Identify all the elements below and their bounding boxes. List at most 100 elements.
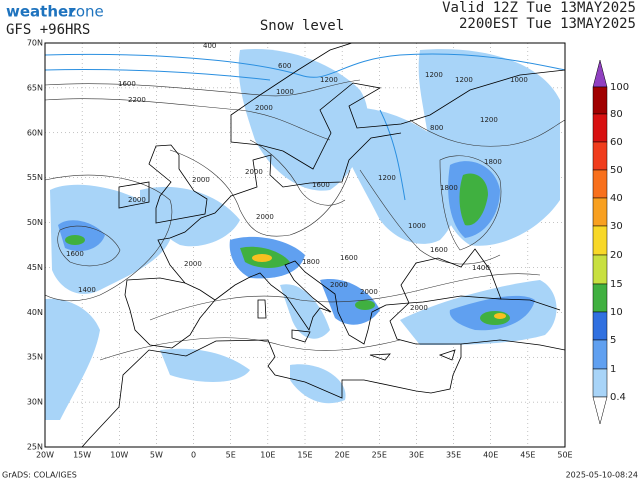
longitude-label: 45E (520, 451, 535, 460)
contour-label: 1800 (302, 258, 320, 266)
latitude-label: 60N (27, 128, 43, 137)
colorbar-swatch (592, 225, 608, 256)
colorbar-swatch (592, 86, 608, 115)
longitude-label: 20E (335, 451, 350, 460)
contour-line (45, 79, 361, 97)
longitude-label: 20W (36, 451, 54, 460)
colorbar-cap (592, 59, 608, 88)
map-frame (44, 42, 566, 448)
longitude-label: 30E (409, 451, 424, 460)
coastline (400, 248, 502, 304)
contour-label: 1200 (480, 116, 498, 124)
contour-line (57, 225, 121, 266)
contour-label: 600 (278, 62, 291, 70)
contour-line (359, 169, 501, 265)
snow-area (320, 279, 380, 325)
contour-label: 1600 (312, 181, 330, 189)
contour-label: 2000 (256, 213, 274, 221)
colorbar-label: 15 (610, 279, 623, 290)
logo-weather: weather (6, 3, 76, 21)
contour-line (45, 68, 271, 81)
contour-label: 1200 (320, 76, 338, 84)
contour-label: 1400 (472, 264, 490, 272)
latitude-label: 65N (27, 83, 43, 92)
contour-line (45, 174, 173, 302)
coastline (282, 69, 565, 170)
colorbar-label: 5 (610, 335, 616, 346)
contour-line (45, 53, 565, 78)
colorbar-swatch (592, 169, 608, 199)
longitude-label: 10E (260, 451, 275, 460)
contour-label: 1400 (78, 286, 96, 294)
snow-area (280, 284, 330, 339)
latitude-label: 30N (27, 398, 43, 407)
map-area: 400 600 1200 1200 1200 1000 1600 2200 20… (45, 42, 565, 447)
contour-label: 2000 (255, 104, 273, 112)
latitude-label: 55N (27, 173, 43, 182)
longitude-label: 5W (150, 451, 163, 460)
longitude-label: 10W (110, 451, 128, 460)
longitude-label: 35E (446, 451, 461, 460)
snow-area (252, 254, 272, 262)
contour-label: 1200 (455, 76, 473, 84)
colorbar-label: 100 (610, 82, 629, 93)
contour-label: 1800 (484, 158, 502, 166)
snow-area (494, 313, 506, 319)
latitude-label: 50N (27, 218, 43, 227)
contour-label: 1200 (378, 174, 396, 182)
colorbar-label: 10 (610, 307, 623, 318)
contour-label: 1000 (408, 222, 426, 230)
snow-area (330, 107, 461, 244)
longitude-label: 15W (73, 451, 91, 460)
colorbar-swatch (592, 197, 608, 227)
contour-label: 1000 (510, 76, 528, 84)
colorbar-swatch (592, 368, 608, 398)
colorbar-swatch (592, 254, 608, 285)
contour-label: 1000 (276, 88, 294, 96)
latitude-label: 40N (27, 308, 43, 317)
contour-labels: 400 600 1200 1200 1200 1000 1600 2200 20… (66, 42, 528, 312)
colorbar-label: 40 (610, 193, 623, 204)
snow-area (160, 348, 250, 382)
latitude-label: 35N (27, 353, 43, 362)
longitude-label: 0 (191, 451, 196, 460)
colorbar-labels: 100 80 60 50 40 30 20 15 10 5 1 0.4 (610, 82, 629, 403)
contour-label: 1200 (425, 71, 443, 79)
longitude-label: 5E (226, 451, 236, 460)
snow-area (355, 300, 375, 310)
snow-area (50, 184, 171, 294)
colorbar-label: 50 (610, 165, 623, 176)
contour-label: 2000 (360, 288, 378, 296)
contour-label: 400 (203, 42, 216, 50)
snow-area (65, 235, 85, 245)
contour-line (249, 139, 346, 206)
coastline (230, 43, 354, 152)
longitude-label: 50E (557, 451, 572, 460)
colorbar-label: 30 (610, 221, 623, 232)
contour-label: 1800 (440, 184, 458, 192)
contour-line (45, 98, 331, 141)
contour-label: 2000 (128, 196, 146, 204)
contour-label: 2000 (410, 304, 428, 312)
colorbar-swatch (592, 283, 608, 313)
colorbar-swatch (592, 141, 608, 171)
coastline (157, 132, 402, 284)
model-label: GFS +96HRS (6, 22, 90, 38)
coastline (148, 144, 208, 224)
colorbar-cap (592, 396, 608, 425)
snow-area (45, 298, 100, 420)
contour-label: 1600 (340, 254, 358, 262)
contour-label: 2000 (330, 281, 348, 289)
coastline (257, 299, 456, 361)
colorbar: 100 80 60 50 40 30 20 15 10 5 1 0.4 (592, 59, 629, 425)
valid-utc: Valid 12Z Tue 13MAY2025 (442, 0, 636, 16)
coastline (118, 181, 150, 209)
colorbar-label: 0.4 (610, 392, 626, 403)
contour-label: 800 (430, 124, 443, 132)
coastline (214, 260, 410, 345)
contour-line (439, 155, 502, 251)
colorbar-label: 20 (610, 250, 623, 261)
